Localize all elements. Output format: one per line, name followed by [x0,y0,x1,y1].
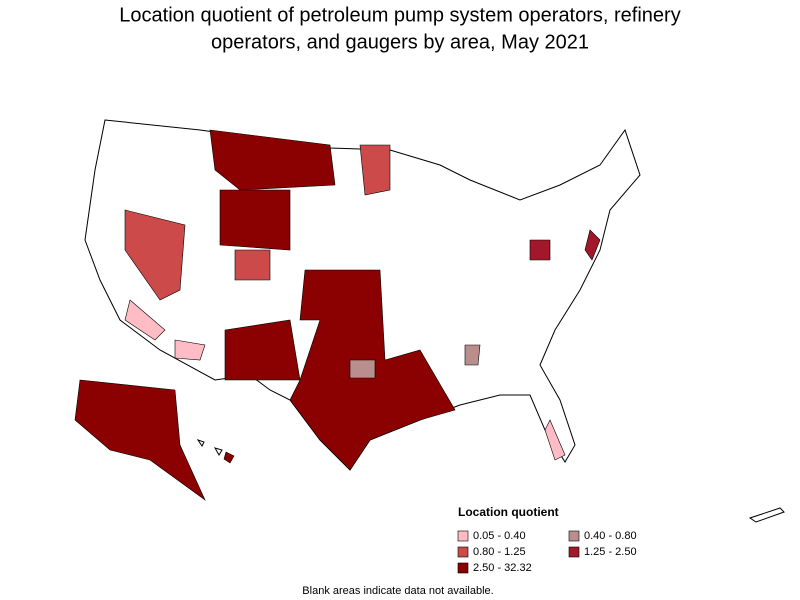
region [74,379,206,501]
map [74,119,785,523]
legend-label: 0.05 - 0.40 [473,530,526,542]
region [124,209,186,301]
region [224,319,301,381]
region [223,451,235,464]
legend-swatch [568,530,580,542]
legend-title: Location quotient [458,505,559,519]
region [544,419,566,461]
legend-label: 2.50 - 32.32 [473,562,532,574]
legend-label: 1.25 - 2.50 [584,546,637,558]
region [359,144,391,196]
region [209,129,336,191]
region [234,249,271,281]
footnote: Blank areas indicate data not available. [302,585,493,597]
region [124,299,166,341]
region [349,359,376,379]
legend-label: 0.80 - 1.25 [473,546,526,558]
title-line: operators, and gaugers by area, May 2021 [211,31,589,53]
legend: 0.05 - 0.40 0.40 - 0.80 0.80 - 1.25 1.25 - … [457,530,637,574]
region [219,189,291,251]
region [464,344,481,366]
hawaii [213,447,223,456]
hawaii [196,439,205,447]
islands [748,507,785,523]
legend-swatch [457,562,469,574]
legend-swatch [457,530,469,542]
legend-swatch [568,546,580,558]
region [584,229,601,261]
legend-label: 0.40 - 0.80 [584,530,637,542]
region [529,239,551,261]
region [174,339,206,361]
legend-swatch [457,546,469,558]
title-line: Location quotient of petroleum pump syst… [119,4,680,26]
